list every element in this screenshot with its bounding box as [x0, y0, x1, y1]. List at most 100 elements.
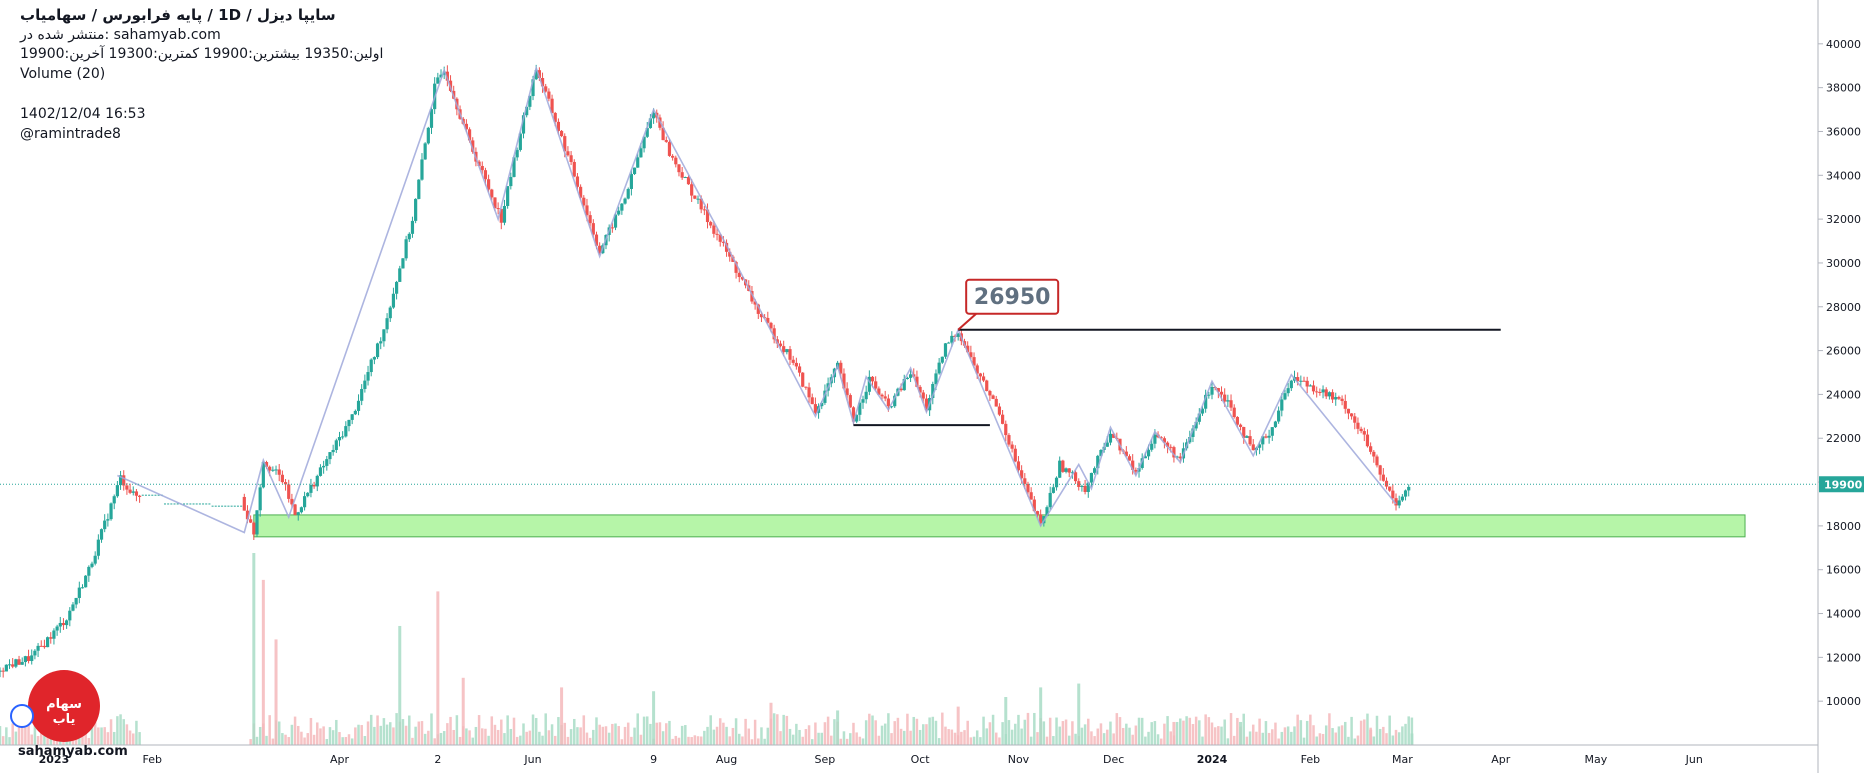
volume-bar: [24, 721, 27, 745]
candle: [401, 258, 405, 269]
volume-bar: [81, 735, 84, 745]
volume-bar: [519, 735, 522, 745]
volume-bar: [788, 728, 792, 745]
volume-bar: [132, 733, 135, 745]
candle: [1346, 408, 1351, 414]
candle: [353, 410, 357, 415]
candle: [950, 335, 954, 343]
volume-bar: [601, 726, 605, 745]
volume-bar: [1052, 736, 1055, 745]
time-tick-label: Apr: [330, 753, 350, 766]
candle: [1045, 507, 1049, 517]
candle: [366, 372, 370, 381]
volume-bar: [617, 726, 620, 745]
candle: [1000, 414, 1005, 424]
tradingview-icon[interactable]: [10, 704, 34, 728]
volume-bar: [1007, 720, 1011, 745]
candle: [477, 161, 481, 166]
volume-bar: [941, 712, 944, 745]
candle: [80, 587, 85, 589]
volume-bar: [953, 732, 957, 745]
candle: [566, 151, 570, 156]
volume-bar: [1118, 717, 1122, 745]
site-watermark: sahamyab.com: [18, 744, 128, 759]
candle: [1058, 460, 1062, 478]
candle: [103, 520, 107, 530]
volume-bar: [347, 734, 351, 745]
candle: [302, 496, 307, 508]
volume-bar: [1290, 731, 1293, 745]
volume-bar: [284, 734, 287, 745]
volume-bar: [1353, 738, 1357, 745]
volume-bar: [1302, 737, 1306, 745]
candle: [1162, 438, 1167, 443]
volume-bar: [1185, 716, 1188, 745]
volume-bar: [1271, 729, 1274, 745]
candle: [1197, 413, 1201, 422]
candle: [778, 343, 783, 347]
candle: [870, 376, 875, 382]
volume-bar: [1115, 713, 1119, 745]
volume-bar: [1048, 717, 1052, 745]
volume-bar: [376, 715, 379, 745]
volume-bar: [776, 714, 779, 745]
price-tick-label: 14000: [1826, 608, 1861, 621]
candle: [1365, 434, 1370, 447]
time-axis[interactable]: 2023 Feb Apr 2 Jun 9 Aug Sep Oct Nov Dec 2024 Feb Mar…: [0, 744, 1818, 766]
candle: [1143, 456, 1147, 459]
volume-bar: [277, 721, 281, 745]
price-axis[interactable]: 1000012000140001600018000200002200024000…: [1817, 0, 1864, 773]
candle: [569, 155, 573, 162]
candle: [994, 398, 998, 407]
candle: [880, 394, 884, 397]
volume-bar: [360, 725, 363, 745]
volume-bar: [1356, 735, 1360, 745]
volume-bar: [1169, 731, 1173, 745]
candle: [934, 373, 938, 384]
candle: [553, 112, 557, 122]
volume-bar: [1163, 723, 1166, 745]
candle: [1248, 436, 1252, 445]
candle: [544, 86, 548, 92]
volume-bar: [265, 735, 268, 745]
candle: [356, 400, 361, 411]
candle: [1245, 436, 1249, 438]
candle: [1083, 485, 1087, 492]
volume-bar: [1156, 734, 1160, 745]
candle: [1238, 424, 1243, 427]
volume-bar: [27, 724, 30, 745]
candle: [96, 539, 100, 556]
volume-bar: [890, 733, 893, 745]
price-tick-label: 40000: [1826, 38, 1861, 51]
candle: [509, 176, 513, 187]
sahamyab-logo: [28, 670, 100, 742]
price-tick-label: 36000: [1826, 125, 1861, 138]
candle: [839, 362, 843, 374]
candle: [1172, 447, 1176, 458]
candle: [915, 376, 919, 387]
volume-bar: [972, 736, 976, 745]
volume-bar: [975, 730, 979, 745]
volume-bar: [868, 713, 871, 745]
volume-bar: [369, 714, 373, 745]
candle: [585, 205, 589, 216]
author-handle: @ramintrade8: [20, 126, 121, 142]
volume-bar: [1274, 722, 1277, 745]
volume-bar: [1026, 712, 1030, 745]
candle: [1051, 487, 1055, 493]
volume-bar: [1385, 733, 1388, 745]
volume-bar: [461, 677, 465, 745]
volume-bar: [630, 736, 633, 745]
volume-bar: [249, 739, 252, 745]
candle: [499, 208, 503, 223]
volume-bar: [1191, 724, 1195, 745]
volume-bar: [344, 737, 348, 745]
candle: [312, 485, 316, 487]
candle: [785, 349, 789, 353]
candle: [851, 407, 856, 422]
candle: [943, 343, 948, 357]
volume-bar: [1404, 723, 1407, 745]
candle: [65, 620, 69, 626]
candle: [1356, 422, 1360, 429]
